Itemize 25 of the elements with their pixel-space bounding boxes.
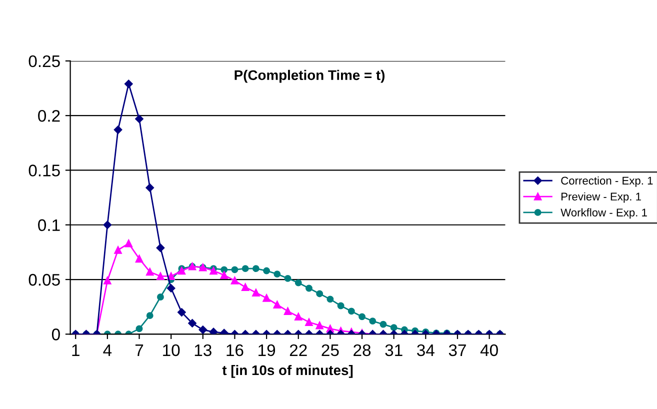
x-tick-label: 37 bbox=[448, 344, 466, 356]
y-tick-label: 0.05 bbox=[28, 274, 60, 286]
x-tick-label: 22 bbox=[290, 344, 307, 356]
text: P(Completion Time = t) bbox=[234, 70, 385, 83]
x-tick-label: 4 bbox=[103, 344, 112, 356]
x-tick-label: 25 bbox=[322, 344, 339, 356]
x-tick-label: 31 bbox=[385, 344, 402, 356]
x-tick-label: 10 bbox=[163, 344, 180, 356]
legend-label: Correction - Exp. 1 bbox=[561, 176, 653, 187]
x-axis-title: t [in 10s of minutes] bbox=[222, 364, 353, 378]
x-tick-label: 1 bbox=[72, 344, 80, 356]
y-tick-label: 0.15 bbox=[28, 164, 60, 176]
y-tick-label: 0 bbox=[52, 328, 60, 340]
legend-label: Workflow - Exp. 1 bbox=[560, 208, 647, 219]
x-tick-label: 7 bbox=[135, 344, 144, 356]
legend-label: Preview - Exp. 1 bbox=[562, 192, 641, 203]
x-tick-label: 16 bbox=[226, 344, 244, 356]
x-tick-label: 34 bbox=[417, 344, 434, 356]
y-tick-label: 0.1 bbox=[38, 219, 60, 232]
y-tick-label: 0.25 bbox=[28, 55, 60, 68]
x-tick-label: 28 bbox=[354, 344, 371, 356]
x-tick-label: 40 bbox=[480, 344, 498, 356]
x-tick-label: 13 bbox=[194, 344, 212, 356]
y-tick-label: 0.2 bbox=[38, 110, 60, 122]
x-tick-label: 19 bbox=[258, 344, 276, 356]
